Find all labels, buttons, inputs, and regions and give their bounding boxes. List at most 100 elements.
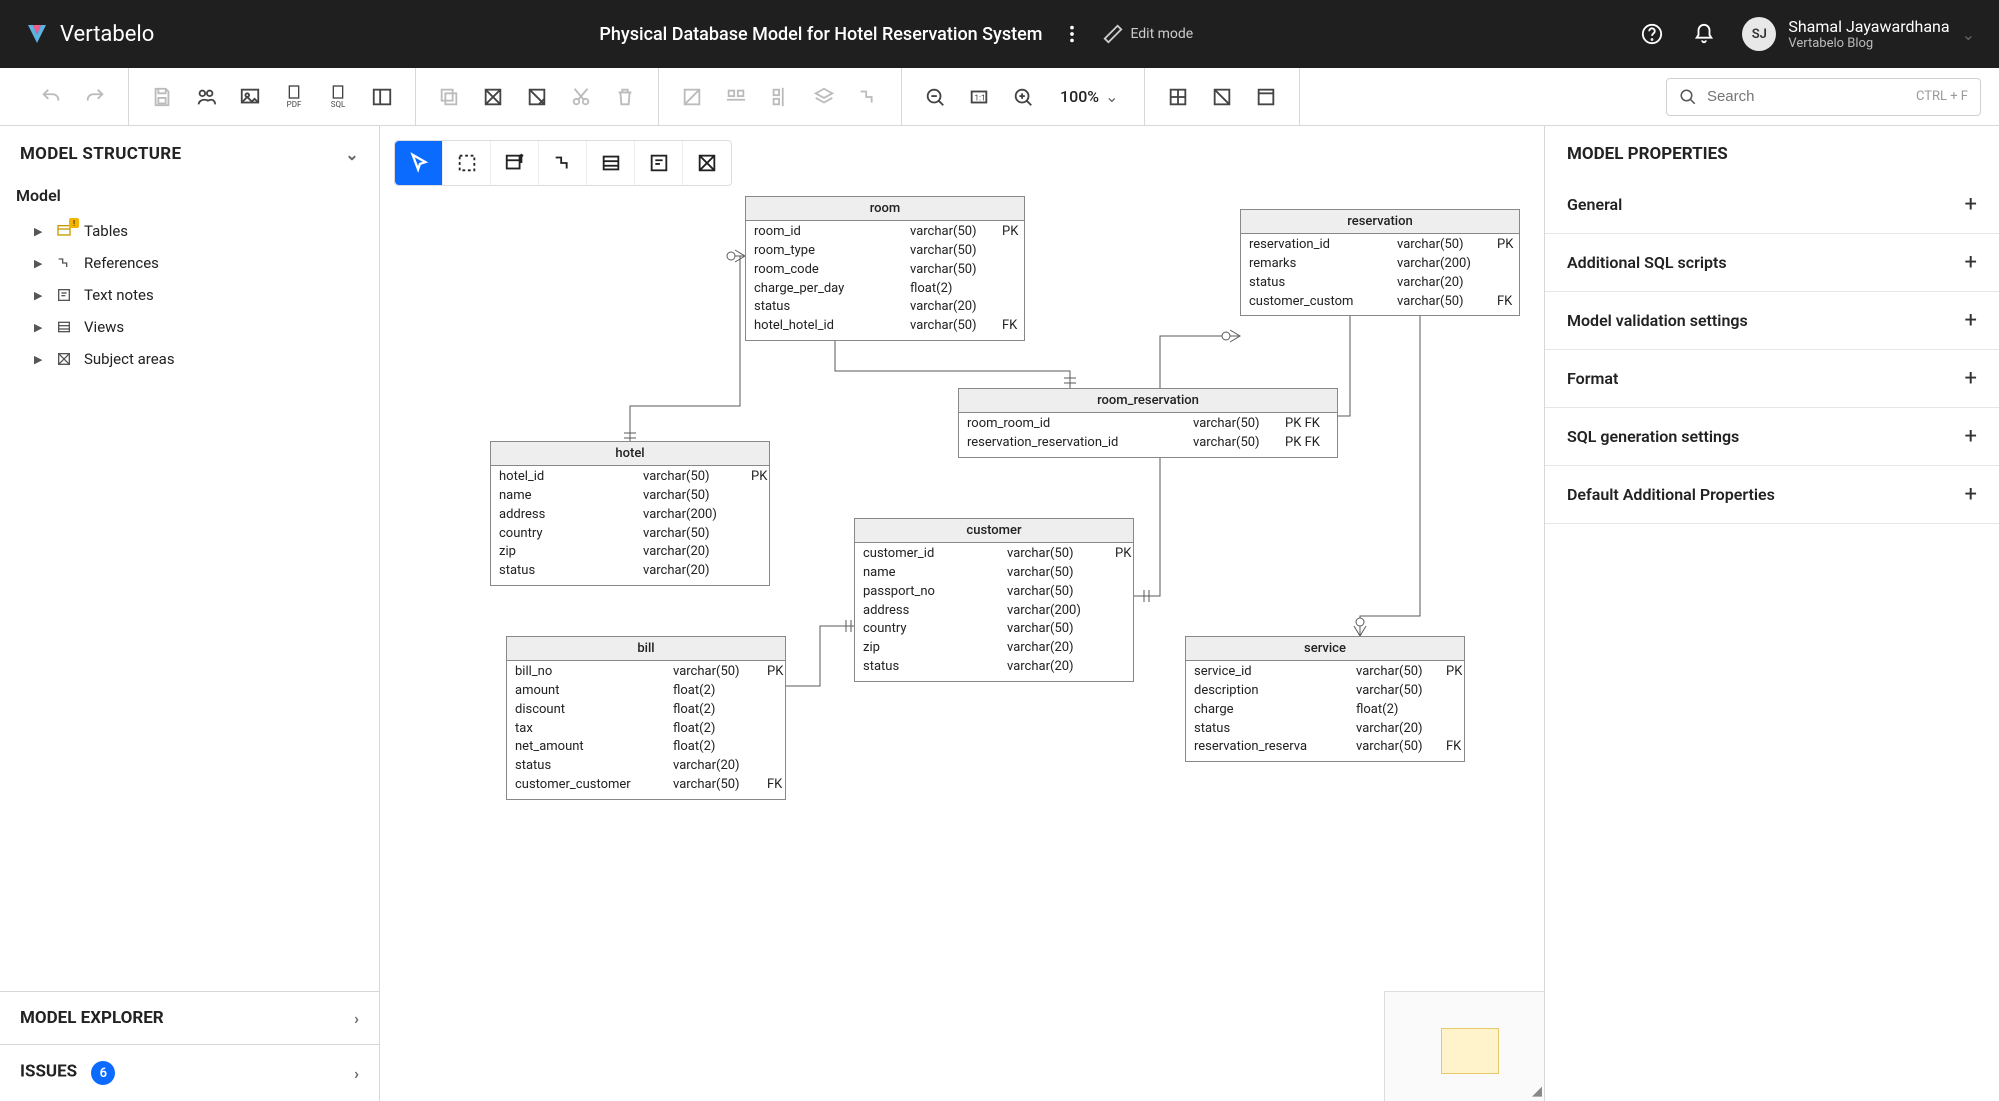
entity-title: room (746, 197, 1024, 221)
snap-button[interactable] (1207, 82, 1237, 112)
canvas[interactable]: roomroom_idvarchar(50)PKroom_typevarchar… (380, 126, 1544, 1101)
add-view-tool[interactable] (587, 141, 635, 185)
delete-button[interactable] (610, 82, 640, 112)
plus-icon: + (1965, 308, 1977, 333)
issues-title: ISSUES (20, 1062, 77, 1082)
app-header: Vertabelo Physical Database Model for Ho… (0, 0, 1999, 68)
redo-button[interactable] (80, 82, 110, 112)
align-h-button[interactable] (721, 82, 751, 112)
entity-title: customer (855, 519, 1133, 543)
tree-item-label: Text notes (84, 286, 154, 304)
search-box[interactable]: CTRL + F (1666, 78, 1981, 116)
property-section[interactable]: General+ (1545, 176, 1999, 234)
layers-button[interactable] (809, 82, 839, 112)
align-v-button[interactable] (765, 82, 795, 112)
help-icon[interactable] (1638, 20, 1666, 48)
model-menu-icon[interactable] (1058, 20, 1086, 48)
fit-button[interactable] (677, 82, 707, 112)
entity-room[interactable]: roomroom_idvarchar(50)PKroom_typevarchar… (745, 196, 1025, 341)
property-section-label: Additional SQL scripts (1567, 253, 1727, 272)
paste-special-button[interactable] (522, 82, 552, 112)
tree-item-label: Tables (84, 222, 128, 240)
entity-room_reservation[interactable]: room_reservationroom_room_idvarchar(50)P… (958, 388, 1338, 458)
entity-hotel[interactable]: hotelhotel_idvarchar(50)PKnamevarchar(50… (490, 441, 770, 586)
svg-text:1:1: 1:1 (974, 93, 985, 103)
property-section-label: Model validation settings (1567, 311, 1748, 330)
user-name: Shamal Jayawardhana (1788, 17, 1949, 36)
zoom-dropdown[interactable]: 100% ⌄ (1052, 87, 1126, 106)
model-explorer-title: MODEL EXPLORER (20, 1008, 164, 1028)
entity-title: bill (507, 637, 785, 661)
model-structure-header[interactable]: MODEL STRUCTURE ⌄ (0, 126, 379, 176)
entity-bill[interactable]: billbill_novarchar(50)PKamountfloat(2)di… (506, 636, 786, 800)
tree-item-views[interactable]: ▶ Views (16, 311, 363, 343)
entity-columns: reservation_idvarchar(50)PKremarksvarcha… (1241, 234, 1519, 315)
add-reference-tool[interactable] (539, 141, 587, 185)
entity-columns: hotel_idvarchar(50)PKnamevarchar(50)addr… (491, 466, 769, 585)
connector-button[interactable] (853, 82, 883, 112)
search-input[interactable] (1707, 88, 1906, 105)
property-section[interactable]: Format+ (1545, 350, 1999, 408)
minimap[interactable]: ◢ (1384, 991, 1544, 1101)
canvas-toolbar (394, 140, 732, 186)
save-button[interactable] (147, 82, 177, 112)
tree-item-tables[interactable]: ▶!Tables (16, 215, 363, 247)
undo-button[interactable] (36, 82, 66, 112)
model-explorer-toggle[interactable]: MODEL EXPLORER › (0, 992, 379, 1045)
paste-button[interactable] (478, 82, 508, 112)
export-pdf-button[interactable]: PDF (279, 82, 309, 112)
entity-customer[interactable]: customercustomer_idvarchar(50)PKnamevarc… (854, 518, 1134, 682)
issues-count: 6 (91, 1061, 115, 1085)
cut-button[interactable] (566, 82, 596, 112)
entity-service[interactable]: serviceservice_idvarchar(50)PKdescriptio… (1185, 636, 1465, 762)
export-image-button[interactable] (235, 82, 265, 112)
property-section-label: SQL generation settings (1567, 427, 1739, 446)
marquee-tool[interactable] (443, 141, 491, 185)
select-tool[interactable] (395, 141, 443, 185)
add-table-tool[interactable] (491, 141, 539, 185)
tree-item-label: Subject areas (84, 350, 175, 368)
tree-item-references[interactable]: ▶References (16, 247, 363, 279)
tree-item-label: Views (84, 318, 124, 336)
model-structure-title: MODEL STRUCTURE (20, 144, 181, 164)
plus-icon: + (1965, 366, 1977, 391)
issues-toggle[interactable]: ISSUES 6 › (0, 1045, 379, 1101)
add-area-tool[interactable] (683, 141, 731, 185)
plus-icon: + (1965, 250, 1977, 275)
copy-button[interactable] (434, 82, 464, 112)
user-sub: Vertabelo Blog (1788, 36, 1949, 52)
property-section[interactable]: Additional SQL scripts + (1545, 234, 1999, 292)
bell-icon[interactable] (1690, 20, 1718, 48)
property-section[interactable]: SQL generation settings + (1545, 408, 1999, 466)
edit-mode-toggle[interactable]: Edit mode (1102, 23, 1193, 45)
ruler-button[interactable] (1251, 82, 1281, 112)
user-menu[interactable]: SJ Shamal Jayawardhana Vertabelo Blog ⌄ (1742, 17, 1975, 52)
tree-item-textnotes[interactable]: ▶Text notes (16, 279, 363, 311)
brand[interactable]: Vertabelo (24, 21, 154, 47)
share-button[interactable] (191, 82, 221, 112)
property-section[interactable]: Default Additional Properties+ (1545, 466, 1999, 524)
tree-root[interactable]: Model (16, 180, 363, 215)
zoom-actual-button[interactable]: 1:1 (964, 82, 994, 112)
property-section[interactable]: Model validation settings + (1545, 292, 1999, 350)
entity-columns: customer_idvarchar(50)PKnamevarchar(50)p… (855, 543, 1133, 681)
grid-button[interactable] (1163, 82, 1193, 112)
expand-arrow-icon: ▶ (34, 321, 44, 334)
zoom-out-button[interactable] (920, 82, 950, 112)
tables-icon: ! (54, 222, 74, 240)
resize-corner-icon[interactable]: ◢ (1532, 1084, 1542, 1099)
add-note-tool[interactable] (635, 141, 683, 185)
export-sql-button[interactable]: SQL (323, 82, 353, 112)
minimap-viewport[interactable] (1441, 1028, 1499, 1074)
pdf-label: PDF (287, 100, 302, 109)
references-icon (54, 254, 74, 272)
entity-reservation[interactable]: reservationreservation_idvarchar(50)PKre… (1240, 209, 1520, 316)
entity-title: room_reservation (959, 389, 1337, 413)
tree-item-areas[interactable]: ▶ Subject areas (16, 343, 363, 375)
zoom-in-button[interactable] (1008, 82, 1038, 112)
entity-columns: bill_novarchar(50)PKamountfloat(2)discou… (507, 661, 785, 799)
zoom-value: 100% (1060, 87, 1099, 106)
expand-arrow-icon: ▶ (34, 353, 44, 366)
plus-icon: + (1965, 424, 1977, 449)
panel-toggle-button[interactable] (367, 82, 397, 112)
